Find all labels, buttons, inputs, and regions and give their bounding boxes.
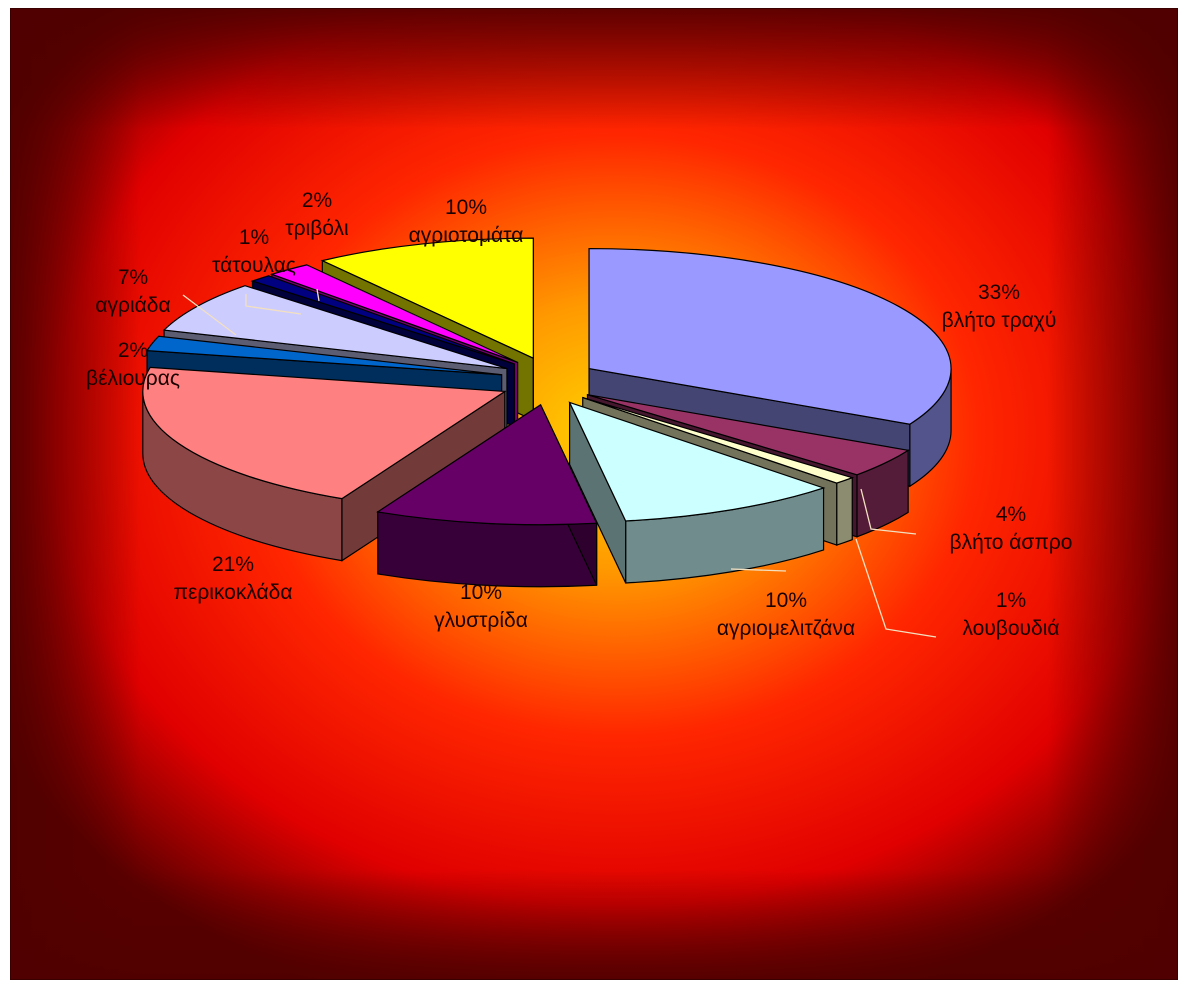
- slice-percent-label-2: 1%: [996, 589, 1026, 612]
- slice-name-label-3: αγριομελιτζάνα: [717, 617, 855, 640]
- pie-slice-3: [568, 401, 826, 584]
- slice-name-label-1: βλήτο άσπρο: [950, 531, 1073, 554]
- leader-line-9: [316, 288, 320, 302]
- slice-name-label-8: τάτουλας: [212, 254, 296, 277]
- slice-name-label-0: βλήτο τραχύ: [942, 309, 1057, 332]
- pie-chart: 33% βλήτο τραχύ 4% βλήτο άσπρο 1% λουβουδιά 10…: [86, 189, 1073, 640]
- leader-line-7: [182, 294, 237, 336]
- slice-percent-label-5: 21%: [212, 553, 254, 576]
- slice-percent-label-6: 2%: [118, 339, 148, 362]
- slice-percent-label-10: 10%: [445, 196, 487, 219]
- slice-percent-label-1: 4%: [996, 503, 1026, 526]
- slice-percent-label-0: 33%: [978, 281, 1020, 304]
- slice-percent-label-9: 2%: [302, 189, 332, 212]
- slice-name-label-2: λουβουδιά: [962, 617, 1059, 640]
- slice-percent-label-7: 7%: [118, 266, 148, 289]
- slice-name-label-9: τριβόλι: [285, 217, 349, 240]
- chart-background: [11, 9, 1177, 979]
- slice-percent-label-8: 1%: [239, 226, 269, 249]
- slice-name-label-7: αγριάδα: [95, 294, 170, 317]
- leader-line-8: [245, 294, 302, 315]
- slice-percent-label-4: 10%: [460, 581, 502, 604]
- slice-name-label-5: περικοκλάδα: [173, 581, 292, 604]
- slice-name-label-4: γλυστρίδα: [434, 609, 528, 632]
- slice-name-label-6: βέλιουρας: [86, 367, 180, 390]
- leader-line-2: [855, 538, 937, 638]
- chart-frame: 33% βλήτο τραχύ 4% βλήτο άσπρο 1% λουβουδιά 10…: [10, 8, 1178, 980]
- slice-name-label-10: αγριοτομάτα: [409, 224, 524, 247]
- leader-line-1: [860, 488, 917, 535]
- leader-line-3: [730, 568, 787, 572]
- slice-percent-label-3: 10%: [765, 589, 807, 612]
- pie-slice-4: [376, 403, 598, 588]
